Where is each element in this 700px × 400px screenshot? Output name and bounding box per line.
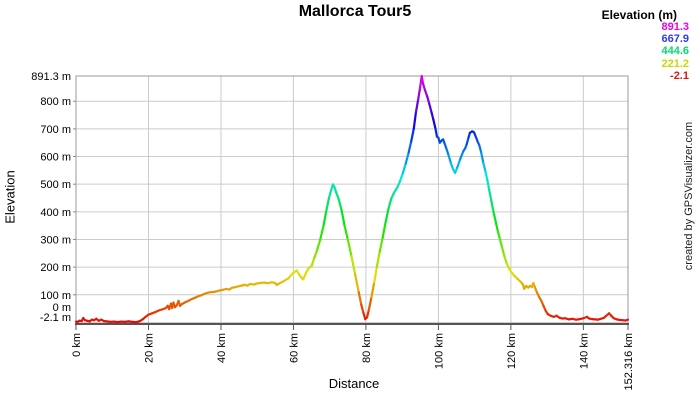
elevation-profile-segment bbox=[492, 210, 497, 223]
x-tick-label: 140 km bbox=[578, 333, 590, 369]
elevation-profile-segment bbox=[447, 154, 452, 164]
elevation-profile-segment bbox=[486, 178, 491, 191]
elevation-profile-segment bbox=[335, 191, 340, 201]
elevation-profile-segment bbox=[378, 236, 384, 254]
elevation-profile-segment bbox=[410, 127, 415, 143]
elevation-profile-segment bbox=[480, 151, 485, 164]
elevation-profile-segment bbox=[459, 149, 465, 161]
elevation-profile-segment bbox=[482, 161, 487, 173]
x-tick-label: 152.316 km bbox=[623, 333, 635, 390]
plot-border bbox=[75, 75, 629, 324]
y-tick-label: 300 m bbox=[40, 234, 71, 246]
elevation-profile-segment bbox=[398, 172, 404, 183]
elevation-profile-segment bbox=[465, 136, 470, 146]
elevation-profile-segment bbox=[407, 140, 413, 154]
watermark: created by GPSVisualizer.com bbox=[683, 121, 695, 271]
elevation-profile-segment bbox=[322, 209, 328, 227]
elevation-profile-segment bbox=[310, 256, 316, 268]
elevation-profile-segment bbox=[503, 254, 508, 265]
y-tick-label: 200 m bbox=[40, 262, 71, 274]
x-tick-label: 0 km bbox=[71, 333, 83, 357]
y-tick-label: 400 m bbox=[40, 207, 71, 219]
legend: Elevation (m) bbox=[602, 8, 677, 22]
elevation-profile-segment bbox=[340, 209, 346, 227]
x-tick-label: 80 km bbox=[361, 333, 373, 363]
elevation-profile-segment bbox=[420, 74, 425, 86]
elevation-profile-segment bbox=[494, 220, 499, 233]
elevation-profile-segment bbox=[456, 158, 462, 169]
elevation-profile-segment bbox=[387, 197, 393, 211]
elevation-profile-segment bbox=[381, 221, 387, 240]
elevation-profile-segment bbox=[360, 303, 365, 314]
x-tick-label: 120 km bbox=[506, 333, 518, 369]
elevation-profile-segment bbox=[390, 191, 396, 200]
elevation-profile-segment bbox=[337, 198, 343, 212]
legend-values: 891.3 667.9 444.6 221.2 -2.1 bbox=[661, 21, 689, 82]
elevation-profile-segment bbox=[319, 224, 325, 241]
elevation-profile-segment bbox=[488, 188, 493, 202]
legend-value: -2.1 bbox=[670, 69, 689, 82]
elevation-profile-segment bbox=[496, 230, 502, 241]
elevation-profile-segment bbox=[350, 254, 357, 276]
elevation-profile-segment bbox=[313, 249, 319, 259]
x-tick-label: 60 km bbox=[288, 333, 300, 363]
y-tick-label: 891.3 m bbox=[31, 71, 71, 83]
y-axis-title: Elevation bbox=[2, 170, 18, 224]
x-axis-title: Distance bbox=[328, 376, 380, 391]
elevation-profile-segment bbox=[412, 111, 418, 130]
elevation-profile-segment bbox=[484, 170, 489, 182]
elevation-profile-segment bbox=[401, 162, 407, 175]
elevation-profile-segment bbox=[432, 118, 437, 130]
legend-value: 221.2 bbox=[661, 57, 689, 70]
elevation-profile-segment bbox=[315, 238, 322, 252]
elevation-profile-segment bbox=[434, 127, 439, 138]
elevation-profile-segment bbox=[404, 151, 410, 165]
y-tick-label: 700 m bbox=[40, 124, 71, 136]
elevation-profile-segment bbox=[375, 250, 381, 269]
elevation-profile-segment bbox=[501, 246, 506, 258]
elevation-profile-segment bbox=[327, 189, 333, 200]
elevation-profile-segment bbox=[346, 238, 353, 258]
x-tick-label: 40 km bbox=[216, 333, 228, 363]
y-tick-label: 0 m bbox=[53, 302, 71, 314]
elevation-profile-segment bbox=[478, 144, 483, 154]
elevation-profile-segment bbox=[414, 98, 420, 114]
x-tick-label: 100 km bbox=[433, 333, 445, 369]
y-tick-label: 500 m bbox=[40, 179, 71, 191]
y-tick-label: 800 m bbox=[40, 96, 71, 108]
elevation-profile-segment bbox=[357, 290, 363, 306]
elevation-profile-segment bbox=[395, 180, 402, 189]
y-tick-label: 100 m bbox=[40, 290, 71, 302]
elevation-profile-segment bbox=[302, 271, 308, 281]
elevation-profile-segment bbox=[490, 199, 495, 213]
elevation-profile-segment bbox=[373, 266, 378, 284]
elevation-profile-segment bbox=[367, 296, 373, 312]
elevation-profile-segment bbox=[624, 318, 630, 322]
elevation-profile-segment bbox=[343, 224, 349, 241]
elevation-profile-segment bbox=[325, 196, 331, 212]
elevation-profile-segment bbox=[365, 308, 370, 319]
chart-title: Mallorca Tour5 bbox=[298, 3, 412, 20]
x-tick-label: 20 km bbox=[143, 333, 155, 363]
y-tick-label: 600 m bbox=[40, 152, 71, 164]
y-tick-label: -2.1 m bbox=[40, 312, 71, 324]
elevation-profile-segment bbox=[384, 207, 390, 224]
elevation-profile-segment bbox=[426, 95, 431, 106]
elevation-profile-segment bbox=[428, 102, 433, 114]
elevation-profile-segment bbox=[417, 87, 422, 101]
legend-value: 891.3 bbox=[661, 21, 689, 33]
legend-title: Elevation (m) bbox=[601, 8, 677, 22]
legend-value: 444.6 bbox=[661, 45, 689, 58]
elevation-profile-segment bbox=[353, 272, 360, 294]
elevation-profile-segment bbox=[430, 111, 435, 121]
legend-value: 667.9 bbox=[661, 33, 689, 46]
elevation-profile-segment bbox=[370, 281, 376, 299]
elevation-profile-segment bbox=[498, 238, 504, 249]
